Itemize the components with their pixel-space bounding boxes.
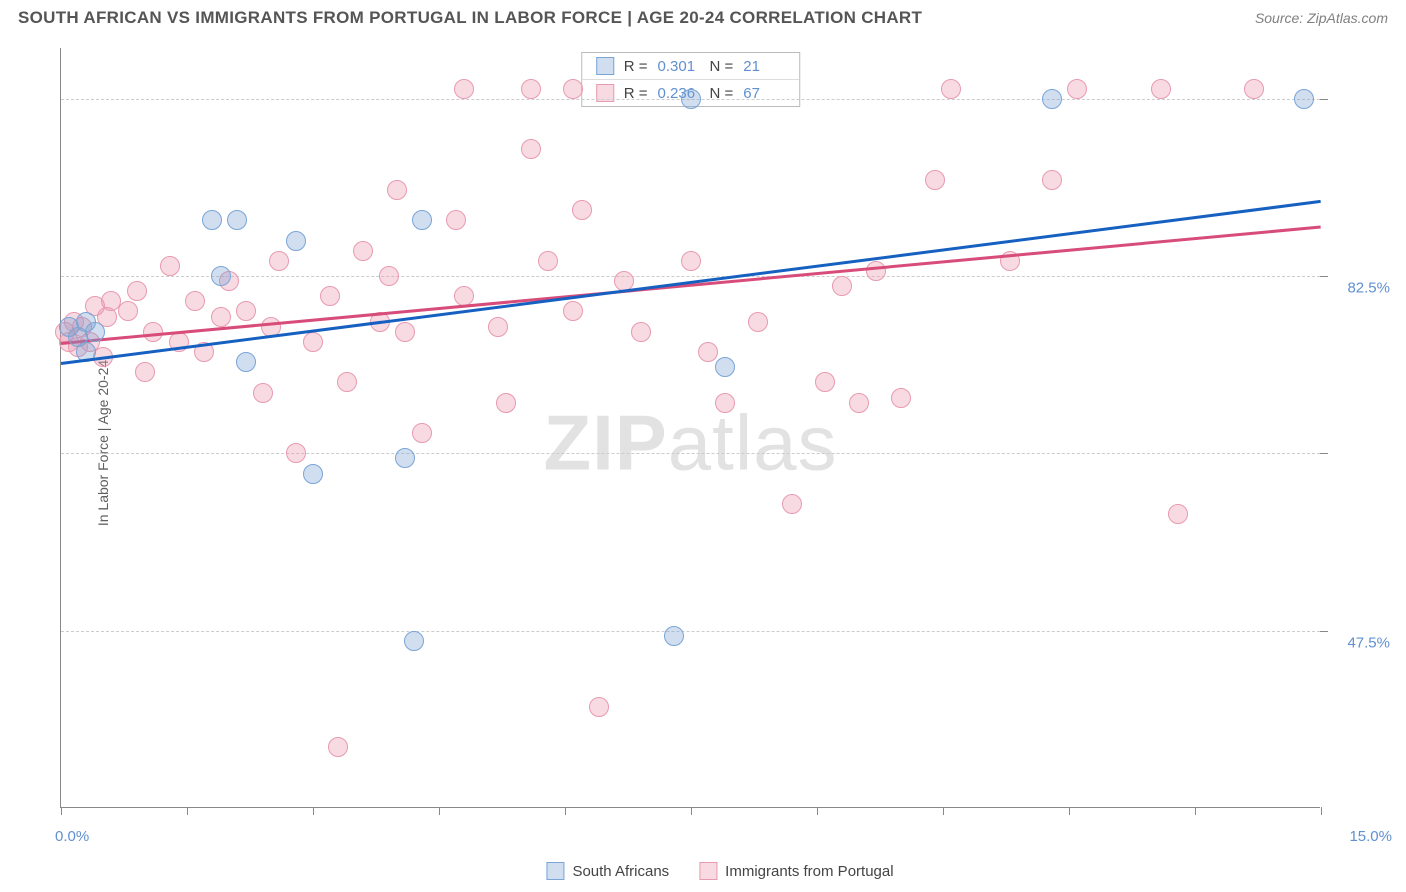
chart-title: SOUTH AFRICAN VS IMMIGRANTS FROM PORTUGA…: [18, 8, 922, 28]
data-point: [698, 342, 718, 362]
data-point: [269, 251, 289, 271]
data-point: [589, 697, 609, 717]
x-tick-label: 0.0%: [55, 828, 89, 845]
trend-line: [61, 200, 1321, 365]
data-point: [572, 200, 592, 220]
data-point: [395, 448, 415, 468]
data-point: [782, 494, 802, 514]
data-point: [866, 261, 886, 281]
data-point: [303, 332, 323, 352]
data-point: [1042, 89, 1062, 109]
data-point: [236, 352, 256, 372]
gridline: [61, 453, 1320, 454]
data-point: [412, 210, 432, 230]
data-point: [412, 423, 432, 443]
data-point: [891, 388, 911, 408]
series-legend: South Africans Immigrants from Portugal: [546, 862, 893, 880]
x-tick-label: 15.0%: [1332, 828, 1392, 845]
data-point: [253, 383, 273, 403]
data-point: [337, 372, 357, 392]
data-point: [521, 139, 541, 159]
data-point: [715, 393, 735, 413]
data-point: [236, 301, 256, 321]
data-point: [160, 256, 180, 276]
data-point: [303, 464, 323, 484]
data-point: [1294, 89, 1314, 109]
data-point: [286, 231, 306, 251]
data-point: [185, 291, 205, 311]
data-point: [715, 357, 735, 377]
data-point: [395, 322, 415, 342]
legend-item-pt: Immigrants from Portugal: [699, 862, 893, 880]
data-point: [496, 393, 516, 413]
gridline: [61, 631, 1320, 632]
data-point: [563, 79, 583, 99]
data-point: [815, 372, 835, 392]
data-point: [379, 266, 399, 286]
data-point: [211, 307, 231, 327]
data-point: [227, 210, 247, 230]
source-label: Source: ZipAtlas.com: [1255, 10, 1388, 26]
data-point: [353, 241, 373, 261]
swatch-sa-icon: [546, 862, 564, 880]
data-point: [85, 322, 105, 342]
data-point: [1244, 79, 1264, 99]
data-point: [1067, 79, 1087, 99]
y-tick-label: 82.5%: [1330, 280, 1390, 297]
trend-line: [61, 225, 1321, 344]
chart-container: In Labor Force | Age 20-24 ZIPatlas R = …: [60, 48, 1380, 838]
data-point: [127, 281, 147, 301]
data-point: [832, 276, 852, 296]
legend-label-sa: South Africans: [572, 863, 669, 880]
data-point: [454, 79, 474, 99]
plot-area: ZIPatlas R = 0.301 N = 21 R = 0.236 N = …: [60, 48, 1320, 808]
data-point: [925, 170, 945, 190]
data-point: [1042, 170, 1062, 190]
legend-item-sa: South Africans: [546, 862, 669, 880]
watermark: ZIPatlas: [543, 397, 837, 488]
data-point: [387, 180, 407, 200]
legend-row-sa: R = 0.301 N = 21: [582, 53, 800, 79]
data-point: [849, 393, 869, 413]
data-point: [446, 210, 466, 230]
data-point: [135, 362, 155, 382]
data-point: [521, 79, 541, 99]
data-point: [681, 251, 701, 271]
data-point: [118, 301, 138, 321]
data-point: [211, 266, 231, 286]
data-point: [1151, 79, 1171, 99]
y-tick-label: 47.5%: [1330, 634, 1390, 651]
data-point: [563, 301, 583, 321]
data-point: [941, 79, 961, 99]
data-point: [538, 251, 558, 271]
data-point: [404, 631, 424, 651]
data-point: [320, 286, 340, 306]
legend-label-pt: Immigrants from Portugal: [725, 863, 893, 880]
data-point: [286, 443, 306, 463]
data-point: [631, 322, 651, 342]
gridline: [61, 276, 1320, 277]
swatch-sa: [596, 57, 614, 75]
data-point: [1168, 504, 1188, 524]
data-point: [202, 210, 222, 230]
data-point: [488, 317, 508, 337]
data-point: [664, 626, 684, 646]
data-point: [748, 312, 768, 332]
swatch-pt-icon: [699, 862, 717, 880]
data-point: [681, 89, 701, 109]
data-point: [328, 737, 348, 757]
